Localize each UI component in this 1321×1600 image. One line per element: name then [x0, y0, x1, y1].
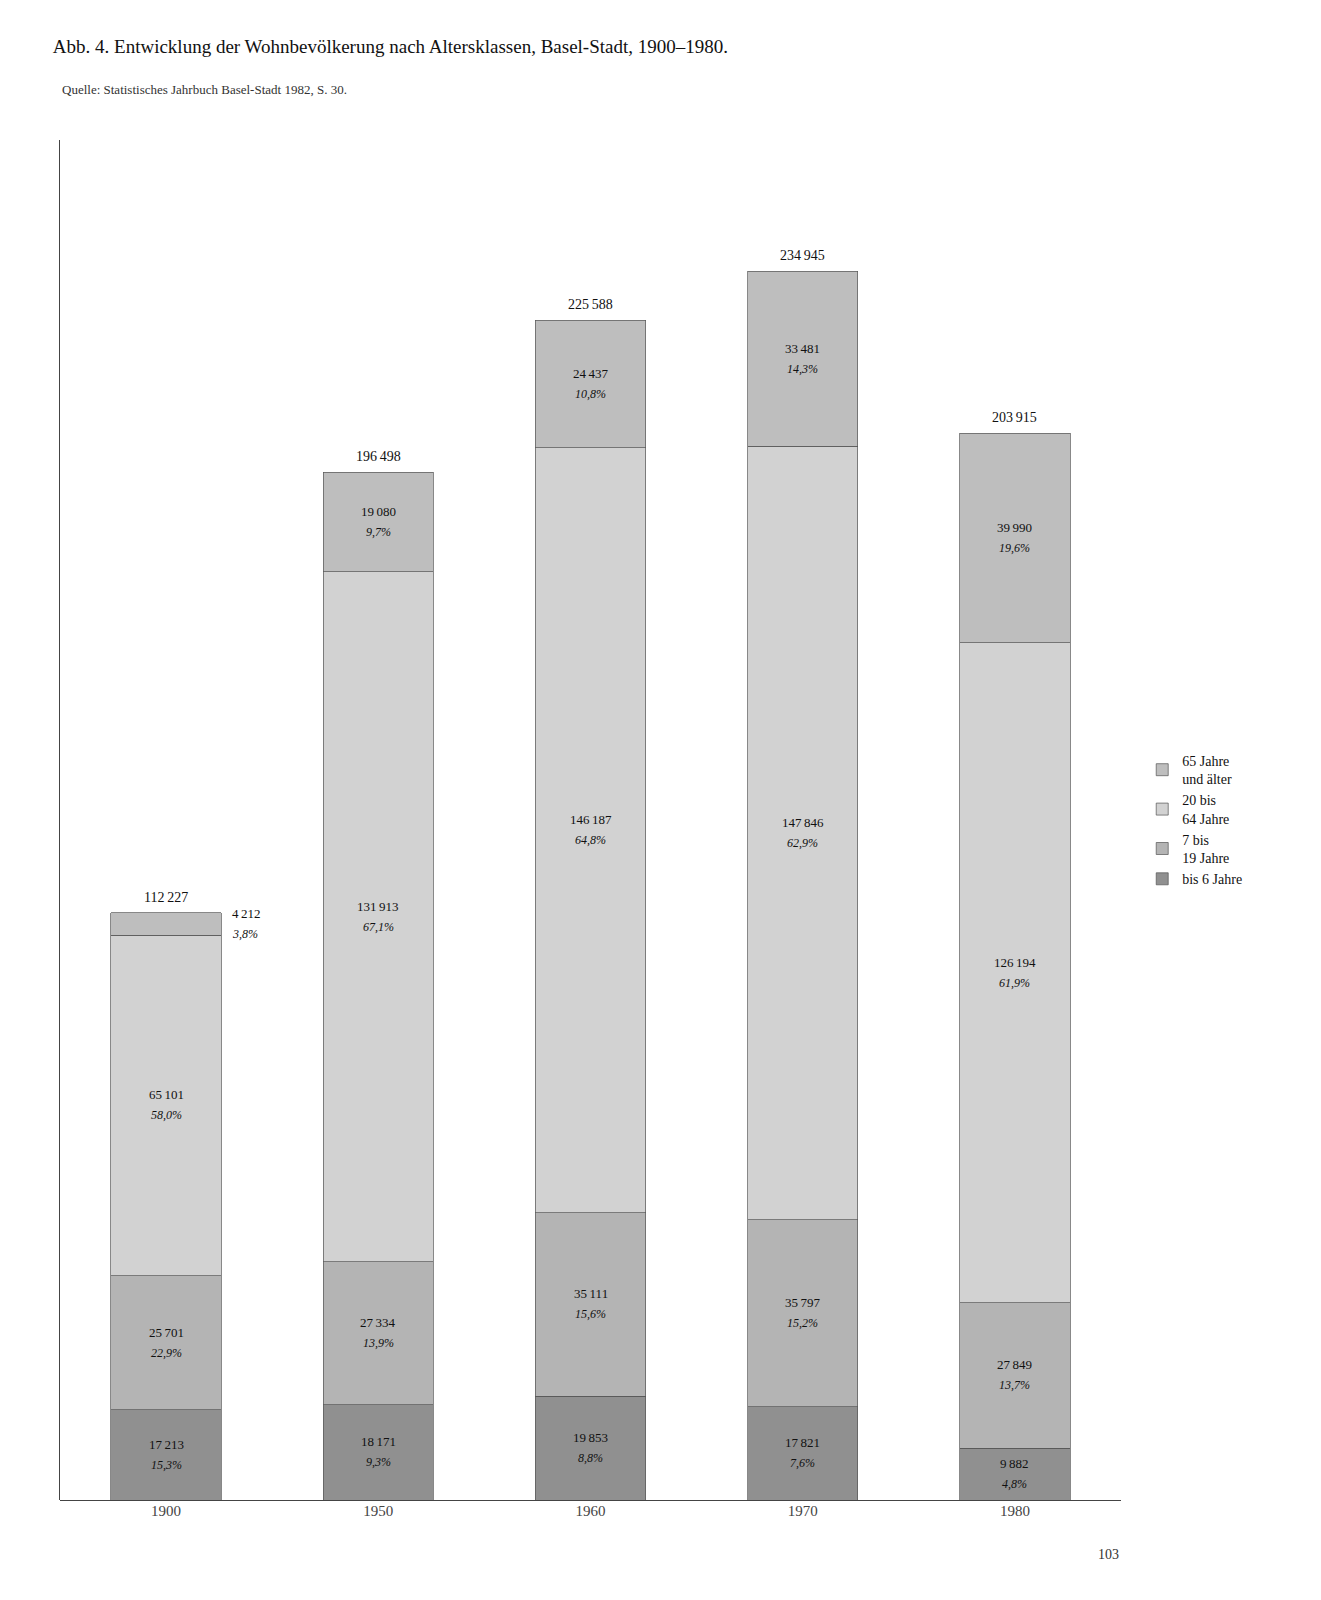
svg-text:17 821: 17 821: [785, 1435, 820, 1450]
svg-text:22,9%: 22,9%: [151, 1346, 182, 1360]
svg-text:20 bis64 Jahre: 20 bis64 Jahre: [1182, 793, 1229, 826]
svg-text:112 227: 112 227: [144, 890, 188, 905]
svg-text:13,7%: 13,7%: [999, 1378, 1030, 1392]
svg-text:15,3%: 15,3%: [151, 1458, 182, 1472]
svg-text:39 990: 39 990: [997, 520, 1032, 535]
svg-text:1980: 1980: [1000, 1503, 1030, 1519]
svg-text:196 498: 196 498: [356, 449, 401, 464]
svg-text:19 853: 19 853: [573, 1430, 608, 1445]
svg-text:126 194: 126 194: [994, 955, 1036, 970]
svg-text:131 913: 131 913: [357, 899, 399, 914]
svg-text:27 849: 27 849: [997, 1357, 1032, 1372]
svg-text:19,6%: 19,6%: [999, 541, 1030, 555]
svg-text:1900: 1900: [151, 1503, 181, 1519]
svg-text:bis 6 Jahre: bis 6 Jahre: [1182, 872, 1242, 887]
svg-text:4,8%: 4,8%: [1002, 1477, 1027, 1491]
svg-text:Quelle: Statistisches Jahrbuch: Quelle: Statistisches Jahrbuch Basel-Sta…: [62, 82, 347, 97]
svg-text:10,8%: 10,8%: [575, 387, 606, 401]
svg-text:15,2%: 15,2%: [787, 1316, 818, 1330]
svg-text:13,9%: 13,9%: [363, 1336, 394, 1350]
svg-text:24 437: 24 437: [573, 366, 609, 381]
svg-text:19 080: 19 080: [361, 504, 396, 519]
svg-text:225 588: 225 588: [568, 297, 613, 312]
svg-text:9,3%: 9,3%: [366, 1455, 391, 1469]
svg-text:103: 103: [1098, 1547, 1119, 1562]
svg-text:17 213: 17 213: [149, 1437, 184, 1452]
svg-text:65 Jahreund älter: 65 Jahreund älter: [1182, 754, 1232, 787]
svg-text:14,3%: 14,3%: [787, 362, 818, 376]
svg-text:234 945: 234 945: [780, 248, 825, 263]
svg-text:147 846: 147 846: [782, 815, 824, 830]
svg-text:9,7%: 9,7%: [366, 525, 391, 539]
svg-text:8,8%: 8,8%: [578, 1451, 603, 1465]
svg-text:33 481: 33 481: [785, 341, 820, 356]
svg-text:62,9%: 62,9%: [787, 836, 818, 850]
svg-text:9 882: 9 882: [1000, 1456, 1029, 1471]
svg-text:15,6%: 15,6%: [575, 1307, 606, 1321]
svg-text:1960: 1960: [576, 1503, 606, 1519]
svg-text:65 101: 65 101: [149, 1087, 184, 1102]
svg-text:7,6%: 7,6%: [790, 1456, 815, 1470]
svg-text:3,8%: 3,8%: [232, 927, 258, 941]
svg-text:35 111: 35 111: [574, 1286, 608, 1301]
svg-text:203 915: 203 915: [992, 410, 1037, 425]
svg-text:61,9%: 61,9%: [999, 976, 1030, 990]
svg-text:35 797: 35 797: [785, 1295, 821, 1310]
svg-text:7 bis19 Jahre: 7 bis19 Jahre: [1182, 833, 1229, 866]
svg-text:Abb. 4. Entwicklung der Wohnbe: Abb. 4. Entwicklung der Wohnbevölkerung …: [53, 36, 728, 57]
svg-text:25 701: 25 701: [149, 1325, 184, 1340]
svg-text:27 334: 27 334: [360, 1315, 396, 1330]
svg-text:1970: 1970: [788, 1503, 818, 1519]
svg-text:1950: 1950: [363, 1503, 393, 1519]
svg-text:58,0%: 58,0%: [151, 1108, 182, 1122]
svg-text:4 212: 4 212: [232, 906, 261, 921]
svg-text:146 187: 146 187: [570, 812, 612, 827]
svg-text:64,8%: 64,8%: [575, 833, 606, 847]
svg-text:18 171: 18 171: [361, 1434, 396, 1449]
svg-text:67,1%: 67,1%: [363, 920, 394, 934]
